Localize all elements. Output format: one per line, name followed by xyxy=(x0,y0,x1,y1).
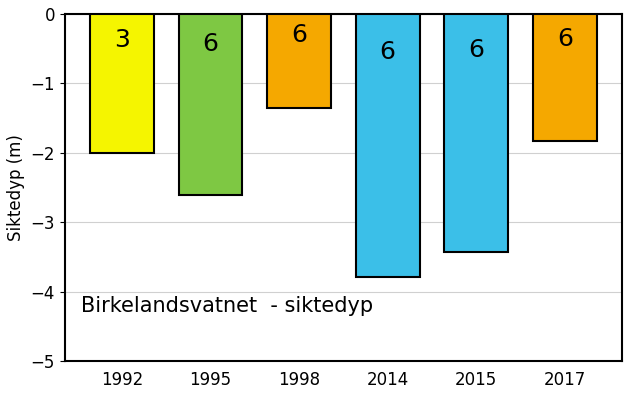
Y-axis label: Siktedyp (m): Siktedyp (m) xyxy=(7,134,25,241)
Bar xyxy=(179,14,242,194)
Bar xyxy=(356,14,420,276)
Bar xyxy=(533,14,597,141)
Text: 6: 6 xyxy=(468,38,484,62)
Bar xyxy=(267,14,331,108)
Text: 6: 6 xyxy=(557,27,573,51)
Text: 6: 6 xyxy=(203,32,218,56)
Bar xyxy=(444,14,508,251)
Text: 6: 6 xyxy=(291,23,307,48)
Bar xyxy=(90,14,154,153)
Text: 3: 3 xyxy=(114,28,130,52)
Text: Birkelandsvatnet  - siktedyp: Birkelandsvatnet - siktedyp xyxy=(81,296,374,316)
Text: 6: 6 xyxy=(380,40,396,64)
